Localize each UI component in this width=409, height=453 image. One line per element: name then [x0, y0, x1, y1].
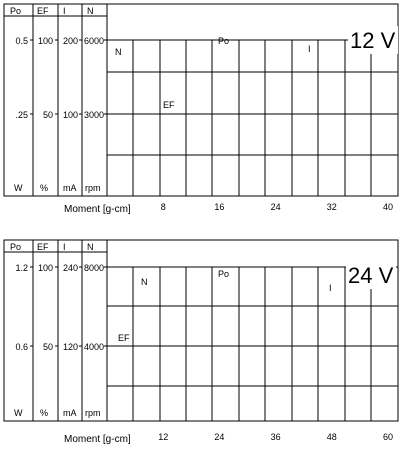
- axis-unit-po: W: [14, 408, 23, 418]
- x-tick-label: 36: [271, 432, 281, 442]
- series-label-n: N: [141, 277, 148, 287]
- series-label-ef: EF: [118, 333, 130, 343]
- tick-i-top: 200: [63, 36, 78, 46]
- tick-n-mid: 3000: [84, 110, 104, 120]
- axis-unit-i: mA: [63, 183, 77, 193]
- tick-i-mid: 120: [63, 342, 78, 352]
- tick-po-mid: .25: [15, 110, 28, 120]
- axis-header-i: I: [63, 6, 66, 16]
- chart-panel-1: 12 V Po EF I N 0.5 .25 100 50 200 100 6000 3000 W% mA r…: [3, 3, 399, 215]
- axis-unit-n: rpm: [85, 408, 101, 418]
- axis-header-ef: EF: [37, 242, 49, 252]
- series-label-po: Po: [218, 36, 229, 46]
- axis-unit-ef: %: [40, 183, 48, 193]
- series-label-n: N: [115, 47, 122, 57]
- axis-header-po: Po: [10, 6, 21, 16]
- tick-n-mid: 4000: [84, 342, 104, 352]
- chart-panel-2: 24 V Po EF I N 1.2 0.6 100 50 240 120 8000 4000 W% mA r…: [4, 240, 399, 445]
- x-tick-label: 40: [383, 202, 393, 212]
- voltage-label-bg: [348, 26, 398, 54]
- tick-ef-top: 100: [38, 36, 53, 46]
- voltage-label: 24 V: [348, 263, 394, 288]
- series-label-i: I: [308, 44, 311, 54]
- x-tick-label: 8: [161, 202, 166, 212]
- x-tick-label: 60: [383, 432, 393, 442]
- x-tick-label: 12: [158, 432, 168, 442]
- x-tick-label: 48: [327, 432, 337, 442]
- axis-header-po: Po: [10, 242, 21, 252]
- x-tick-label: 32: [327, 202, 337, 212]
- x-tick-label: 24: [214, 432, 224, 442]
- tick-ef-mid: 50: [43, 110, 53, 120]
- axis-unit-po: W: [14, 183, 23, 193]
- axis-header-i: I: [63, 242, 66, 252]
- tick-po-top: 0.5: [15, 36, 28, 46]
- axis-unit-ef: %: [40, 408, 48, 418]
- x-tick-label: 16: [214, 202, 224, 212]
- tick-n-top: 6000: [84, 36, 104, 46]
- chart-frame: [3, 3, 399, 197]
- tick-i-top: 240: [63, 263, 78, 273]
- x-axis-label: Moment [g-cm]: [64, 434, 131, 445]
- axis-header-ef: EF: [37, 6, 49, 16]
- axis-header-n: N: [87, 242, 94, 252]
- voltage-label-bg: [346, 261, 396, 289]
- voltage-label: 12 V: [350, 28, 396, 53]
- axis-unit-i: mA: [63, 408, 77, 418]
- axis-unit-n: rpm: [85, 183, 101, 193]
- tick-n-top: 8000: [84, 263, 104, 273]
- tick-po-mid: 0.6: [15, 342, 28, 352]
- tick-i-mid: 100: [63, 110, 78, 120]
- series-label-po: Po: [218, 269, 229, 279]
- tick-ef-top: 100: [38, 263, 53, 273]
- axis-header-n: N: [87, 6, 94, 16]
- series-label-ef: EF: [163, 100, 175, 110]
- x-axis-label: Moment [g-cm]: [64, 204, 131, 215]
- series-label-i: I: [329, 283, 332, 293]
- x-tick-label: 24: [271, 202, 281, 212]
- tick-ef-mid: 50: [43, 342, 53, 352]
- tick-po-top: 1.2: [15, 263, 28, 273]
